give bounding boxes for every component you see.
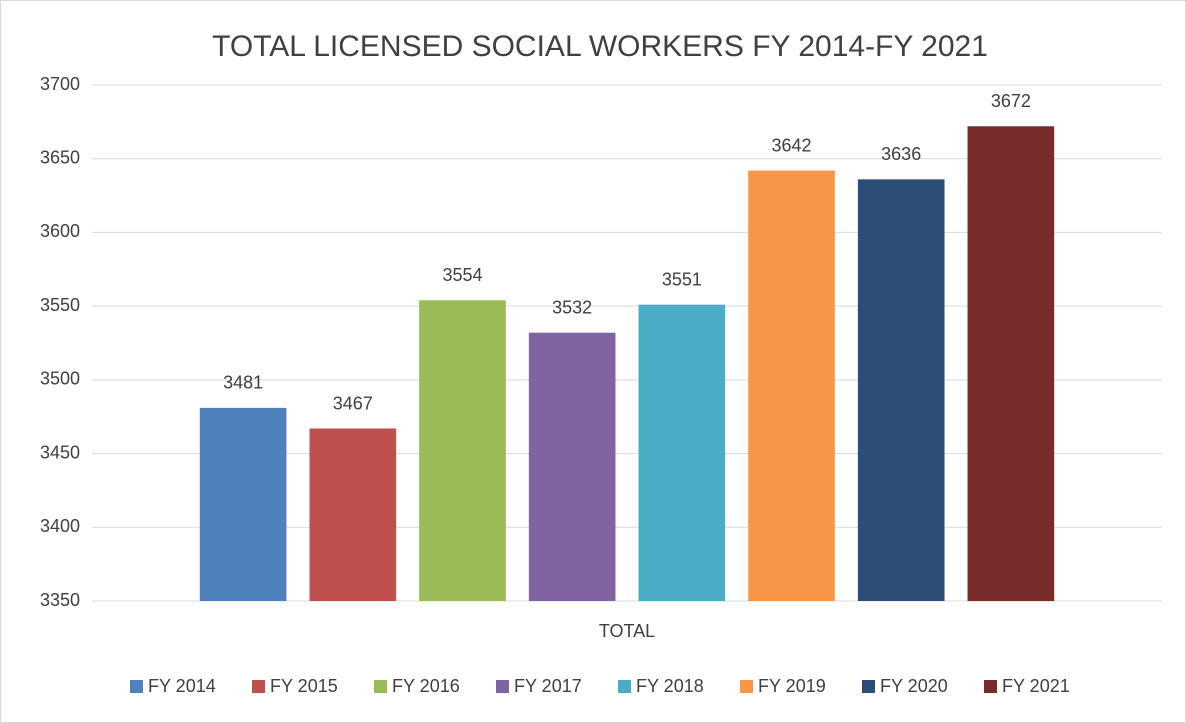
- chart-title: TOTAL LICENSED SOCIAL WORKERS FY 2014-FY…: [212, 30, 988, 63]
- y-tick-label: 3700: [40, 74, 80, 94]
- y-tick-label: 3450: [40, 442, 80, 462]
- bar: [309, 428, 397, 601]
- legend-label: FY 2018: [636, 676, 704, 696]
- bar: [528, 332, 616, 601]
- data-label: 3532: [552, 297, 592, 317]
- legend-label: FY 2020: [880, 676, 948, 696]
- bar: [967, 126, 1055, 601]
- legend-swatch: [618, 680, 631, 693]
- legend-swatch: [130, 680, 143, 693]
- data-label: 3551: [662, 269, 702, 289]
- legend-label: FY 2016: [392, 676, 460, 696]
- legend-label: FY 2014: [148, 676, 216, 696]
- legend-swatch: [862, 680, 875, 693]
- y-tick-label: 3350: [40, 590, 80, 610]
- y-tick-label: 3600: [40, 221, 80, 241]
- legend-label: FY 2015: [270, 676, 338, 696]
- data-label: 3636: [881, 144, 921, 164]
- data-label: 3642: [771, 135, 811, 155]
- legend-swatch: [252, 680, 265, 693]
- x-tick-label: TOTAL: [599, 621, 655, 641]
- legend-swatch: [496, 680, 509, 693]
- data-label: 3554: [442, 265, 482, 285]
- y-tick-label: 3650: [40, 147, 80, 167]
- y-tick-label: 3550: [40, 295, 80, 315]
- y-tick-label: 3400: [40, 516, 80, 536]
- bar: [857, 179, 945, 601]
- legend-swatch: [374, 680, 387, 693]
- bar: [748, 170, 835, 601]
- bar: [199, 407, 287, 601]
- legend-label: FY 2017: [514, 676, 582, 696]
- legend-swatch: [740, 680, 753, 693]
- legend-label: FY 2019: [758, 676, 826, 696]
- data-label: 3467: [333, 393, 373, 413]
- data-label: 3481: [223, 373, 263, 393]
- legend-swatch: [984, 680, 997, 693]
- legend-label: FY 2021: [1002, 676, 1070, 696]
- bar: [638, 304, 726, 601]
- bar: [419, 300, 506, 601]
- y-tick-label: 3500: [40, 369, 80, 389]
- data-label: 3672: [991, 91, 1031, 111]
